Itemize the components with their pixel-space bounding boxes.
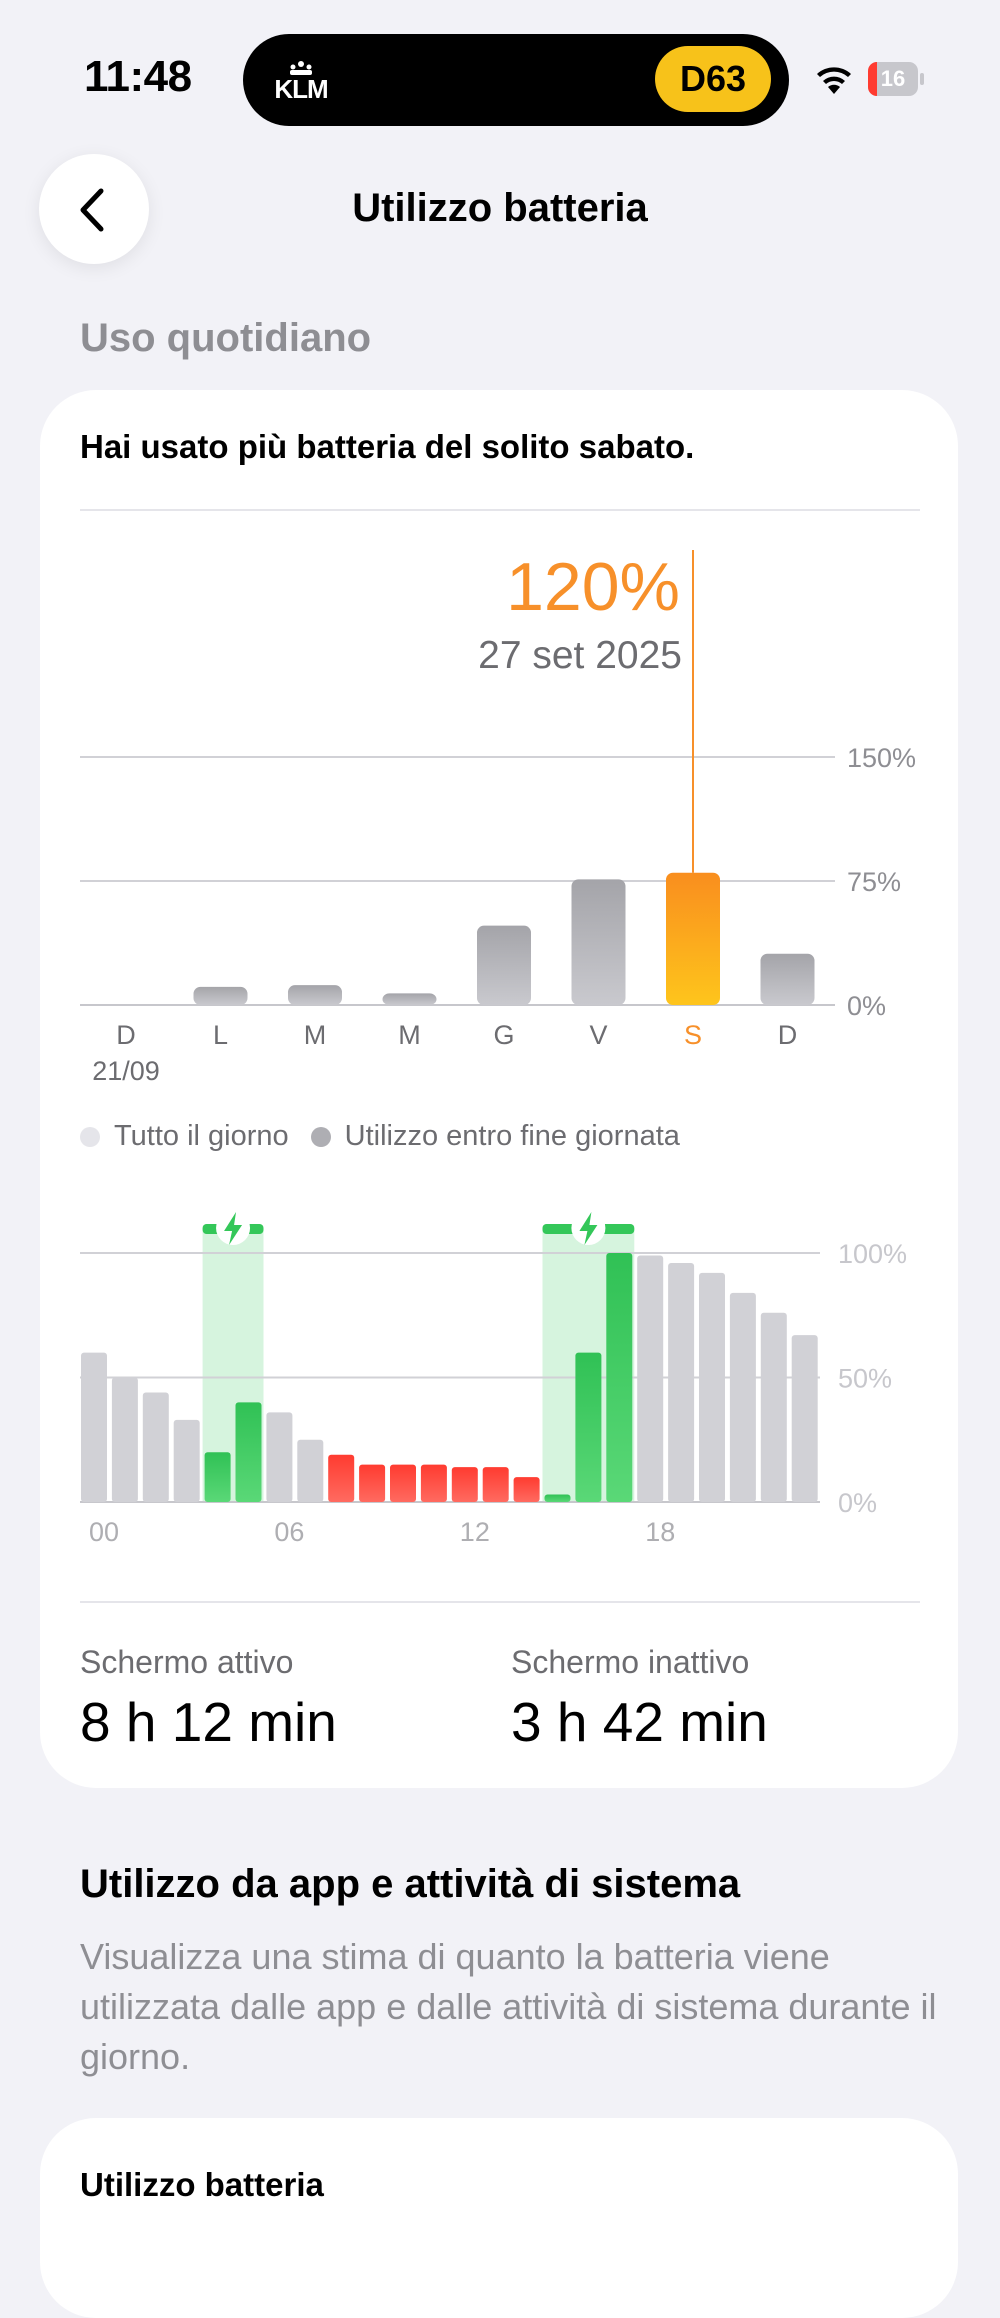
klm-brand-text: KLM bbox=[274, 74, 328, 104]
hourly-bar-gray[interactable] bbox=[729, 1292, 756, 1502]
hourly-bar-gray[interactable] bbox=[266, 1412, 293, 1502]
hourly-bar-gray[interactable] bbox=[111, 1377, 138, 1503]
hourly-bar-gray[interactable] bbox=[297, 1439, 324, 1502]
x-tick-label: 18 bbox=[645, 1517, 675, 1547]
y-tick-label: 0% bbox=[847, 991, 886, 1021]
x-tick-label: D bbox=[116, 1020, 136, 1050]
divider bbox=[80, 1601, 920, 1603]
legend-dot-dark bbox=[310, 1126, 331, 1147]
x-tick-label: 00 bbox=[89, 1517, 119, 1547]
hourly-bar-gray[interactable] bbox=[699, 1272, 725, 1502]
klm-logo-icon: KLM bbox=[268, 60, 334, 104]
hourly-bar-gray[interactable] bbox=[760, 1312, 787, 1502]
legend-item-end-of-day: Utilizzo entro fine giornata bbox=[310, 1120, 680, 1153]
gate-badge: D63 bbox=[655, 46, 771, 112]
charging-bolt-icon bbox=[579, 1212, 598, 1245]
screen-on-label: Schermo attivo bbox=[80, 1644, 294, 1680]
daily-usage-card bbox=[40, 390, 958, 1788]
divider bbox=[80, 509, 920, 511]
hourly-bar-gray[interactable] bbox=[81, 1352, 107, 1502]
hourly-battery-chart[interactable]: 0% 50% 100% 00 06 12 18 bbox=[0, 1200, 1000, 1560]
legend-item-all-day: Tutto il giorno bbox=[80, 1120, 289, 1153]
hourly-bar-gray[interactable] bbox=[668, 1262, 695, 1502]
hourly-bar-green[interactable] bbox=[575, 1352, 602, 1502]
selected-day-date: 27 set 2025 bbox=[478, 634, 682, 677]
hourly-bar-red[interactable] bbox=[482, 1467, 509, 1502]
legend-dot-light bbox=[80, 1126, 100, 1147]
y-tick-label: 150% bbox=[847, 743, 916, 773]
hourly-bar-red[interactable] bbox=[420, 1464, 447, 1502]
x-tick-label: V bbox=[589, 1020, 607, 1050]
legend-label-end-of-day: Utilizzo entro fine giornata bbox=[344, 1120, 680, 1152]
x-tick-label: 12 bbox=[460, 1517, 490, 1547]
app-usage-card[interactable]: Utilizzo batteria bbox=[40, 2118, 958, 2318]
hourly-bar-red[interactable] bbox=[513, 1477, 540, 1502]
hourly-bar-gray[interactable] bbox=[173, 1419, 200, 1502]
back-button[interactable] bbox=[39, 154, 149, 264]
x-tick-label: M bbox=[398, 1020, 421, 1050]
bar[interactable] bbox=[760, 953, 815, 1005]
screen-on-value: 8 h 12 min bbox=[80, 1691, 337, 1753]
page-title: Utilizzo batteria bbox=[352, 186, 648, 230]
charging-bolt-icon bbox=[224, 1212, 243, 1245]
legend-label-all-day: Tutto il giorno bbox=[114, 1120, 289, 1152]
hourly-bar-green[interactable] bbox=[235, 1402, 262, 1502]
x-tick-label: D bbox=[778, 1020, 798, 1050]
y-tick-label: 0% bbox=[838, 1488, 877, 1518]
screen-off-label: Schermo inattivo bbox=[511, 1644, 750, 1680]
hourly-bar-red[interactable] bbox=[328, 1454, 355, 1502]
bar[interactable] bbox=[571, 879, 626, 1005]
section-label-daily: Uso quotidiano bbox=[80, 316, 372, 360]
battery-level: 16 bbox=[880, 66, 906, 91]
app-usage-card-title: Utilizzo batteria bbox=[80, 2166, 324, 2203]
weekly-usage-chart[interactable]: 0% 75% 150% D 21/09 L M M G V S D bbox=[0, 540, 1000, 1100]
bar[interactable] bbox=[193, 986, 248, 1005]
bar[interactable] bbox=[477, 925, 531, 1005]
hourly-bar-red[interactable] bbox=[359, 1464, 386, 1502]
hourly-bar-green[interactable] bbox=[204, 1452, 231, 1502]
x-tick-label: S bbox=[684, 1020, 702, 1050]
hourly-bar-green[interactable] bbox=[544, 1494, 571, 1502]
section-description-app-usage: Visualizza una stima di quanto la batter… bbox=[80, 1936, 937, 2077]
hourly-bar-gray[interactable] bbox=[142, 1392, 169, 1502]
hourly-bar-red[interactable] bbox=[451, 1467, 478, 1502]
hourly-bar-gray[interactable] bbox=[637, 1255, 664, 1502]
x-tick-label: G bbox=[493, 1020, 514, 1050]
selected-day-value: 120% bbox=[506, 549, 680, 625]
usage-headline: Hai usato più batteria del solito sabato… bbox=[80, 428, 695, 465]
x-tick-sublabel: 21/09 bbox=[92, 1056, 160, 1086]
status-time: 11:48 bbox=[84, 52, 192, 101]
hourly-bar-red[interactable] bbox=[390, 1464, 416, 1502]
bar[interactable] bbox=[382, 993, 437, 1005]
chart-legend: Tutto il giorno Utilizzo entro fine gior… bbox=[80, 1120, 702, 1153]
x-tick-label: M bbox=[304, 1020, 327, 1050]
section-title-app-usage: Utilizzo da app e attività di sistema bbox=[80, 1862, 741, 1906]
hourly-bar-gray[interactable] bbox=[791, 1335, 818, 1502]
wifi-icon bbox=[815, 62, 853, 96]
y-tick-label: 100% bbox=[838, 1239, 907, 1269]
battery-icon: 16 bbox=[868, 62, 924, 96]
hourly-bar-green[interactable] bbox=[606, 1253, 633, 1502]
y-tick-label: 75% bbox=[847, 867, 901, 897]
y-tick-label: 50% bbox=[838, 1364, 892, 1394]
chevron-left-icon bbox=[80, 188, 104, 232]
bar-selected[interactable] bbox=[666, 872, 720, 1005]
bar[interactable] bbox=[288, 985, 342, 1005]
screen-off-value: 3 h 42 min bbox=[511, 1691, 768, 1753]
x-tick-label: L bbox=[213, 1020, 228, 1050]
x-tick-label: 06 bbox=[274, 1517, 304, 1547]
